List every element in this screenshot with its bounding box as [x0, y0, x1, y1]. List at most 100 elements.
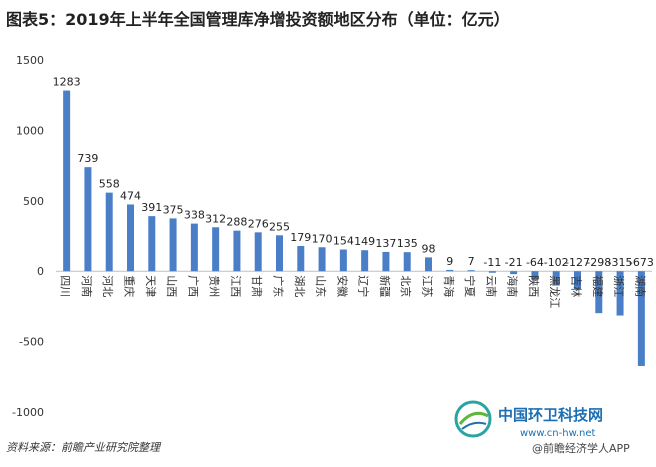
bar: [105, 192, 113, 272]
y-tick-label: -500: [19, 336, 44, 349]
bar: [297, 245, 305, 272]
category-label: 吉林: [570, 275, 584, 297]
category-label: 山西: [165, 275, 178, 297]
bar: [190, 223, 198, 272]
bar: [212, 227, 220, 272]
watermark-url: www.cn-hw.net: [520, 428, 596, 439]
category-label: 陕西: [527, 275, 541, 297]
category-label: 江西: [229, 275, 242, 297]
value-label: 135: [397, 237, 418, 250]
value-label: 7: [468, 255, 475, 268]
value-label: 474: [120, 189, 141, 202]
value-label: -102: [544, 256, 569, 269]
bar: [446, 269, 454, 272]
bar: [382, 251, 390, 272]
watermark-brand: 中国环卫科技网: [498, 406, 604, 424]
value-label: -21: [505, 256, 523, 269]
value-label: 149: [354, 235, 375, 248]
source-note: 资料来源：前瞻产业研究院整理: [6, 441, 160, 454]
category-label: 新疆: [378, 275, 392, 297]
value-label: 170: [312, 232, 333, 245]
bar: [63, 90, 71, 272]
value-label: -11: [483, 256, 501, 269]
value-label: 1283: [53, 76, 81, 89]
watermark-app: @前瞻经济学人APP: [532, 442, 630, 455]
value-label: 179: [290, 231, 311, 244]
value-label: 312: [205, 212, 226, 225]
value-label: 98: [422, 242, 436, 255]
bar: [403, 252, 411, 272]
value-label: 558: [99, 178, 120, 191]
value-label: 137: [375, 237, 396, 250]
bar: [276, 235, 283, 272]
category-label: 浙江: [612, 275, 625, 297]
bar: [552, 271, 560, 286]
value-label: 9: [446, 255, 453, 268]
bar: [425, 257, 432, 272]
value-label: -673: [629, 256, 654, 269]
category-label: 贵州: [208, 275, 221, 297]
category-label: 湖北: [293, 275, 306, 297]
y-axis-ticks: 1500 1000 500 0 -500 -1000: [12, 54, 44, 419]
y-tick-label: 1500: [16, 54, 44, 67]
category-label: 重庆: [123, 275, 137, 297]
category-label: 河南: [80, 275, 93, 297]
y-tick-label: -1000: [12, 406, 44, 419]
category-label: 辽宁: [357, 275, 371, 297]
bar: [510, 271, 518, 275]
value-label: 338: [184, 209, 205, 222]
bar: [169, 218, 177, 272]
bar: [127, 204, 134, 272]
bar: [339, 249, 347, 272]
bar: [531, 271, 539, 281]
category-label: 海南: [506, 275, 520, 297]
value-label: 276: [248, 217, 269, 230]
category-label: 宁夏: [463, 275, 477, 297]
bar: [637, 271, 645, 366]
bar: [574, 271, 581, 290]
category-label: 甘肃: [250, 275, 263, 297]
bar: [616, 271, 624, 316]
bar: [488, 271, 496, 273]
category-label: 云南: [484, 275, 497, 297]
category-label: 山东: [314, 275, 327, 297]
bar: [595, 271, 603, 314]
value-label: 255: [269, 220, 290, 233]
y-tick-label: 500: [23, 195, 44, 208]
value-label: 739: [77, 152, 98, 165]
category-label: 黑龙江: [548, 275, 561, 308]
category-label: 天津: [144, 275, 157, 297]
category-label: 青海: [442, 275, 456, 297]
category-label: 广西: [186, 275, 199, 297]
bar: [148, 216, 156, 272]
y-tick-label: 0: [37, 265, 44, 278]
value-label: -315: [608, 256, 633, 269]
category-labels: 四川 河南 河北 重庆 天津 山西 广西 贵州 江西 甘肃 广东 湖北 山东 安徽 辽宁 新疆 北京 江苏 青海 宁夏…: [59, 275, 647, 308]
bar: [233, 230, 241, 272]
value-label: 375: [163, 203, 184, 216]
bars: [63, 90, 645, 366]
category-label: 北京: [399, 275, 413, 297]
value-label: 391: [141, 201, 162, 214]
category-label: 湖南: [633, 275, 646, 297]
value-label: -298: [586, 256, 611, 269]
bar: [318, 247, 326, 272]
category-label: 广东: [272, 275, 285, 297]
category-label: 四川: [59, 275, 72, 297]
bar: [254, 232, 262, 272]
value-label: 288: [226, 216, 247, 229]
category-label: 福建: [591, 275, 605, 297]
bar: [84, 167, 92, 272]
category-label: 安徽: [335, 275, 349, 297]
value-label: -64: [526, 256, 544, 269]
globe-logo-icon: [454, 400, 492, 438]
category-label: 河北: [101, 275, 114, 297]
bar: [467, 270, 475, 272]
value-label: -127: [565, 256, 590, 269]
y-tick-label: 1000: [16, 124, 44, 137]
value-label: 154: [333, 235, 354, 248]
chart-title: 图表5：2019年上半年全国管理库净增投资额地区分布（单位：亿元）: [6, 10, 510, 29]
bar: [361, 250, 369, 272]
